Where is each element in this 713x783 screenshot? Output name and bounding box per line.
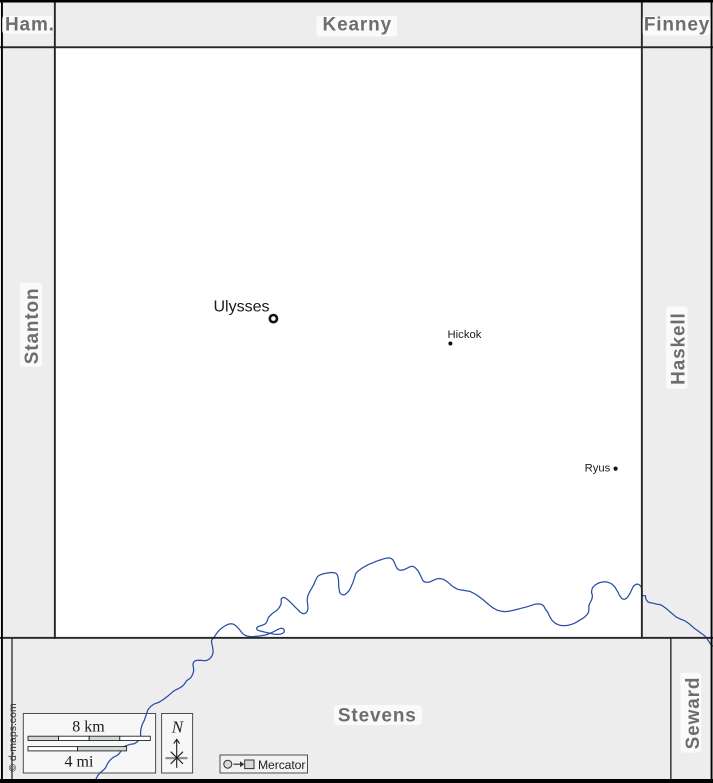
svg-text:Ulysses: Ulysses xyxy=(214,299,270,316)
svg-text:Haskell: Haskell xyxy=(669,312,690,385)
svg-text:Finney: Finney xyxy=(644,15,710,36)
svg-text:Mercator: Mercator xyxy=(258,758,305,772)
svg-text:Ryus: Ryus xyxy=(585,462,611,474)
svg-text:Ham.: Ham. xyxy=(5,15,55,36)
svg-text:N: N xyxy=(171,718,185,737)
svg-text:8 km: 8 km xyxy=(72,719,105,736)
svg-text:Seward: Seward xyxy=(683,677,704,750)
svg-text:Hickok: Hickok xyxy=(448,329,482,341)
svg-text:© d-maps.com: © d-maps.com xyxy=(7,703,19,772)
svg-text:Kearny: Kearny xyxy=(323,15,393,36)
svg-text:Stevens: Stevens xyxy=(338,706,417,727)
svg-text:4 mi: 4 mi xyxy=(65,753,94,770)
svg-text:Stanton: Stanton xyxy=(22,288,43,365)
